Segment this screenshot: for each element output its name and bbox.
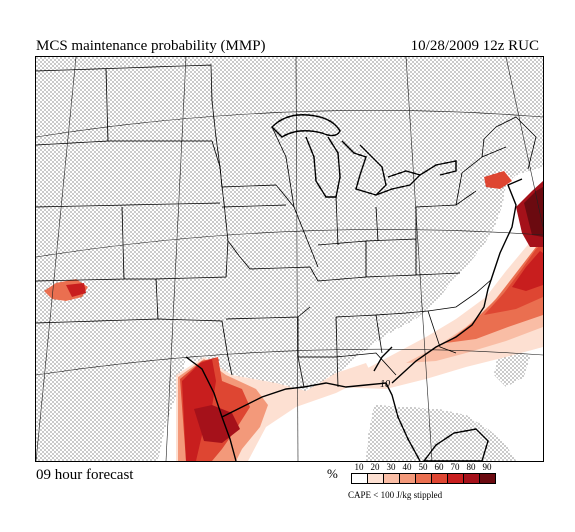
- cuba-outline: [423, 428, 489, 461]
- legend-swatch: [448, 474, 464, 483]
- legend-swatch: [368, 474, 384, 483]
- forecast-datetime: 10/28/2009 12z RUC: [410, 38, 539, 54]
- forecast-hour: 09 hour forecast: [36, 467, 134, 483]
- legend-swatch: [352, 474, 368, 483]
- atlantic-probability-shading: [336, 171, 543, 389]
- legend-label: 60: [434, 462, 444, 472]
- legend-label: 90: [482, 462, 492, 472]
- legend-swatch: [400, 474, 416, 483]
- legend-swatch: [464, 474, 480, 483]
- legend-color-boxes: [351, 473, 496, 484]
- map-title: MCS maintenance probability (MMP): [36, 38, 266, 54]
- mmp-map: 10: [36, 57, 543, 461]
- stippled-atlantic-patch: [494, 349, 530, 387]
- legend-swatch: [480, 474, 495, 483]
- legend-label: 50: [418, 462, 428, 472]
- legend: 10 20 30 40 50 60 70 80 90: [351, 462, 496, 484]
- contour-label-10: 10: [380, 379, 390, 390]
- southwest-probability-core: [66, 283, 86, 297]
- stippled-caribbean-region: [366, 405, 516, 461]
- stippled-low-cape-region: [36, 57, 543, 461]
- legend-unit: %: [327, 466, 338, 481]
- legend-label: 30: [386, 462, 396, 472]
- legend-label: 10: [354, 462, 364, 472]
- map-panel: 10: [35, 56, 544, 462]
- coastline: [185, 114, 523, 461]
- legend-swatch: [416, 474, 432, 483]
- state-boundaries: [36, 64, 537, 388]
- legend-label: 20: [370, 462, 380, 472]
- legend-label: 80: [466, 462, 476, 472]
- legend-label: 40: [402, 462, 412, 472]
- legend-swatch: [384, 474, 400, 483]
- graticule: [36, 57, 543, 461]
- stipple-note: CAPE < 100 J/kg stippled: [348, 490, 443, 500]
- legend-labels: 10 20 30 40 50 60 70 80 90: [351, 462, 496, 473]
- legend-swatch: [432, 474, 448, 483]
- legend-label: 70: [450, 462, 460, 472]
